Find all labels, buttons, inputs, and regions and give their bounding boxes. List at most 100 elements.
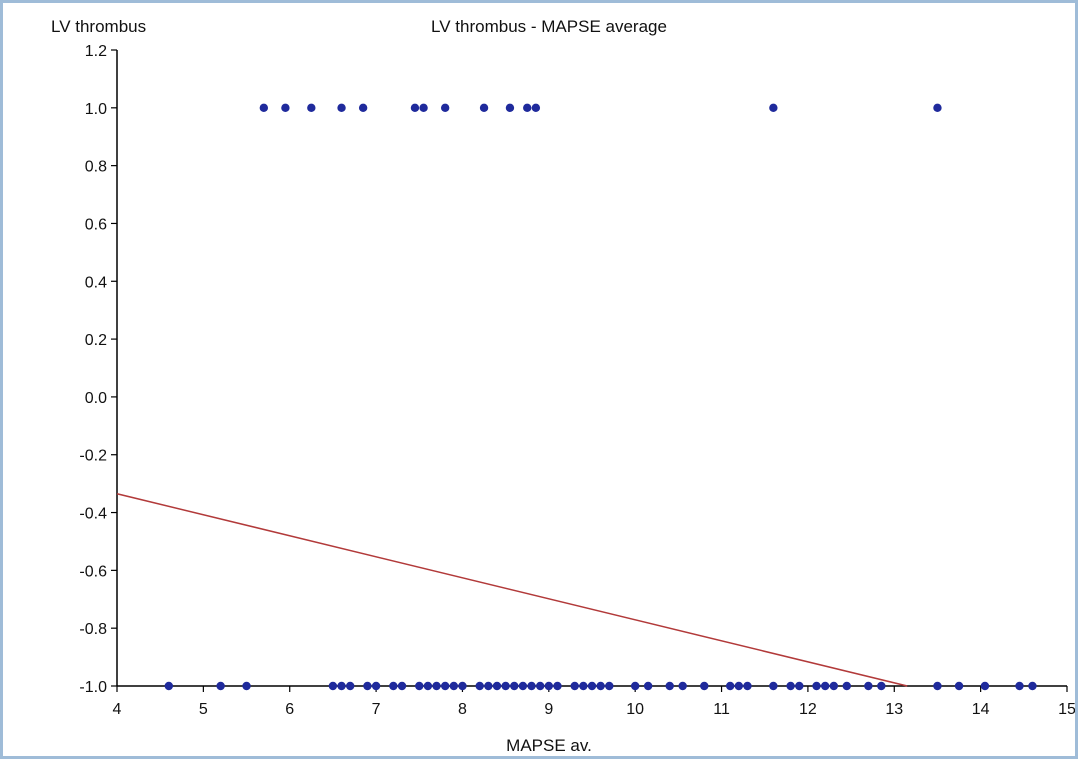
data-point [415,681,424,691]
data-point [259,103,269,113]
data-point [535,681,545,691]
data-point [307,103,316,113]
y-tick-label: -0.4 [79,506,107,523]
data-point [501,681,510,691]
data-point [397,681,407,691]
data-point [479,103,489,113]
data-point [786,681,795,691]
data-point [458,681,467,691]
y-tick-label: -0.8 [79,621,107,638]
data-point [734,681,744,691]
data-point [864,681,873,691]
data-point [371,681,381,691]
x-tick-label: 11 [713,701,730,718]
data-point [523,103,532,113]
data-point [505,103,515,113]
data-point [553,681,562,691]
x-tick-label: 14 [972,701,990,718]
data-point [587,681,597,691]
axes: 1.2 1.0 0.8 0.6 0.4 0.2 0.0 -0.2 -0.4 -0.6 -0.8 -1.… [79,43,1076,718]
x-tick-label: 8 [458,701,467,718]
data-point [216,681,225,691]
data-point [419,103,428,113]
data-point [769,103,778,113]
data-point [842,681,851,691]
x-tick-label: 4 [113,701,122,718]
chart-title: LV thrombus - MAPSE average [431,17,667,36]
data-point [358,103,368,113]
fit-line-group [116,493,908,687]
data-point [665,681,674,691]
data-point [531,103,541,113]
data-point [700,681,709,691]
y-tick-label: -1.0 [79,679,107,696]
data-point [829,681,839,691]
data-point [579,681,588,691]
data-point [877,681,886,691]
data-point [933,103,942,113]
data-point [769,681,778,691]
data-point [1028,681,1037,691]
data-points [164,103,1037,691]
x-tick-label: 12 [799,701,817,718]
data-point [345,681,355,691]
data-point [743,681,752,691]
data-point [518,681,528,691]
y-tick-label: -0.2 [79,448,107,465]
x-tick-label: 7 [372,701,381,718]
y-tick-label: 1.0 [85,101,107,118]
data-point [570,681,579,691]
y-tick-label: -0.6 [79,563,107,580]
data-point [492,681,502,691]
data-point [389,681,398,691]
x-tick-label: 10 [626,701,644,718]
data-point [954,681,964,691]
data-point [527,681,536,691]
data-point [337,681,346,691]
data-point [510,681,519,691]
data-point [281,103,290,113]
y-tick-label: 1.2 [85,43,107,60]
x-tick-label: 5 [199,701,208,718]
data-point [980,681,990,691]
data-point [363,681,372,691]
x-axis-label: MAPSE av. [506,736,592,755]
y-axis-label: LV thrombus [51,17,146,36]
x-tick-label: 15 [1058,701,1075,718]
data-point [643,681,653,691]
data-point [596,681,605,691]
data-point [242,681,251,691]
data-point [812,681,821,691]
data-point [795,681,804,691]
y-tick-label: 0.4 [85,274,107,291]
y-tick-label: 0.8 [85,159,107,176]
data-point [630,681,640,691]
y-tick-label: 0.2 [85,332,107,349]
data-point [725,681,735,691]
data-point [423,681,433,691]
data-point [440,103,450,113]
y-tick-label: 0.0 [85,390,107,407]
regression-line [116,493,908,687]
data-point [449,681,459,691]
data-point [440,681,450,691]
x-tick-label: 9 [544,701,553,718]
data-point [337,103,346,113]
scatter-chart: LV thrombus - MAPSE average LV thrombus … [51,17,1076,755]
data-point [328,681,338,691]
y-tick-label: 0.6 [85,216,107,233]
data-point [484,681,493,691]
data-point [820,681,830,691]
x-tick-label: 6 [285,701,294,718]
data-point [544,681,554,691]
data-point [164,681,174,691]
data-point [475,681,484,691]
data-point [432,681,441,691]
data-point [933,681,942,691]
data-point [605,681,614,691]
x-tick-label: 13 [885,701,903,718]
data-point [1015,681,1024,691]
data-point [410,103,420,113]
data-point [678,681,687,691]
